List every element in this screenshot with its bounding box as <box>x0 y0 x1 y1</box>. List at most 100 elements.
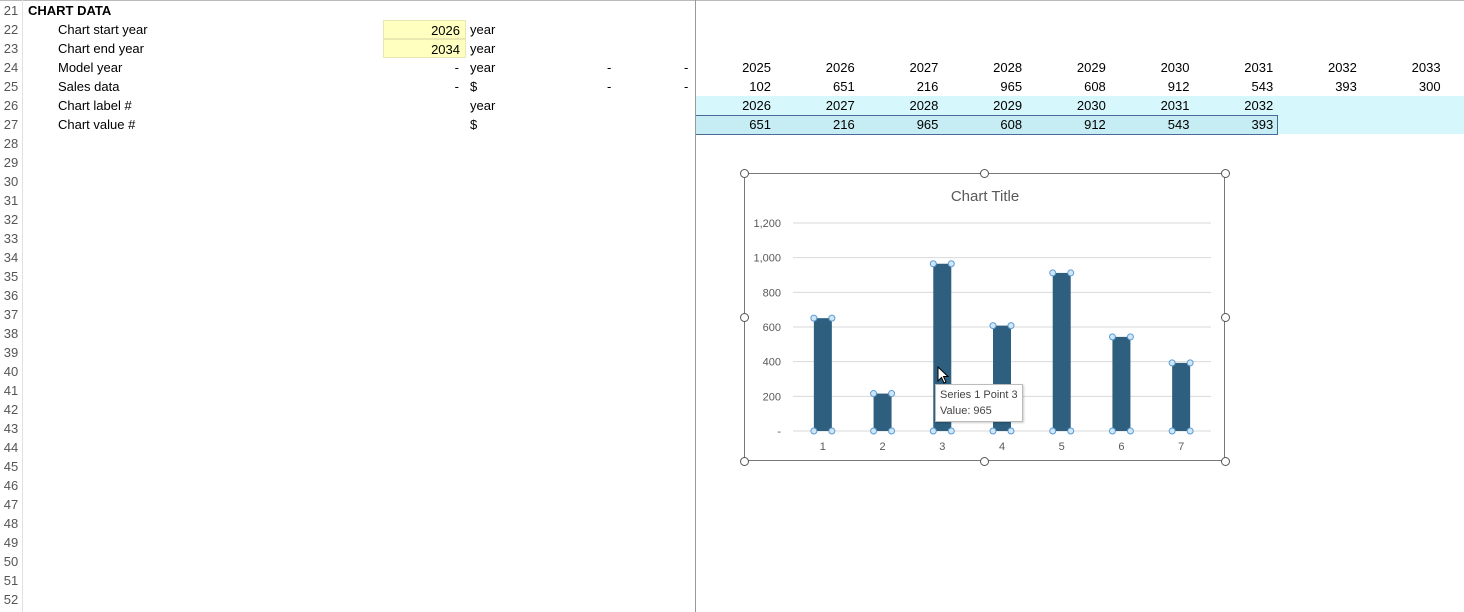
bar-selection-handle[interactable] <box>870 390 878 398</box>
chart-label-cell[interactable]: 2032 <box>1244 98 1274 113</box>
sales-cell[interactable]: 216 <box>916 79 939 94</box>
model-year-cell[interactable]: 2029 <box>1076 60 1106 75</box>
end-year-input[interactable]: 2034 <box>383 39 466 58</box>
chart-title[interactable]: Chart Title <box>951 188 1019 205</box>
bar-selection-handle[interactable] <box>1126 427 1134 435</box>
row-header[interactable]: 21 <box>0 1 22 20</box>
bar-selection-handle[interactable] <box>810 314 818 322</box>
bar-selection-handle[interactable] <box>1168 427 1176 435</box>
model-year-dash[interactable]: - <box>454 60 459 75</box>
row-header[interactable]: 42 <box>0 400 22 419</box>
bar-selection-handle[interactable] <box>828 427 836 435</box>
bar-selection-handle[interactable] <box>929 427 937 435</box>
sales-cell[interactable]: 965 <box>1000 79 1023 94</box>
chart-value-cell[interactable]: 543 <box>1167 117 1190 132</box>
bar[interactable] <box>813 318 832 431</box>
sales-cell[interactable]: 300 <box>1418 79 1441 94</box>
bar-selection-handle[interactable] <box>1108 333 1116 341</box>
row-header[interactable]: 36 <box>0 286 22 305</box>
model-year-cell[interactable]: 2026 <box>825 60 855 75</box>
bar-selection-handle[interactable] <box>888 390 896 398</box>
chart-resize-handle[interactable] <box>739 168 749 178</box>
row-header[interactable]: 32 <box>0 210 22 229</box>
sales-cell[interactable]: 912 <box>1167 79 1190 94</box>
start-year-input[interactable]: 2026 <box>383 20 466 39</box>
bar[interactable] <box>873 393 892 431</box>
model-year-cell[interactable]: 2027 <box>909 60 939 75</box>
bar[interactable] <box>1052 272 1071 431</box>
bar-selection-handle[interactable] <box>1007 322 1015 330</box>
bar-selection-handle[interactable] <box>947 260 955 268</box>
row-header[interactable]: 30 <box>0 172 22 191</box>
row-header[interactable]: 40 <box>0 362 22 381</box>
bar-selection-handle[interactable] <box>870 427 878 435</box>
row-header[interactable]: 25 <box>0 77 22 96</box>
row-header[interactable]: 24 <box>0 58 22 77</box>
row-header[interactable]: 23 <box>0 39 22 58</box>
row-header[interactable]: 31 <box>0 191 22 210</box>
row-header[interactable]: 48 <box>0 514 22 533</box>
chart-label-cell[interactable]: 2030 <box>1076 98 1106 113</box>
row-header[interactable]: 46 <box>0 476 22 495</box>
chart-resize-handle[interactable] <box>979 456 989 466</box>
chart-resize-handle[interactable] <box>739 312 749 322</box>
bar-selection-handle[interactable] <box>1108 427 1116 435</box>
bar-selection-handle[interactable] <box>989 427 997 435</box>
chart-label-cell[interactable]: 2031 <box>1160 98 1190 113</box>
chart-value-cell[interactable]: 393 <box>1251 117 1274 132</box>
chart-label-cell[interactable]: 2028 <box>909 98 939 113</box>
sales-data-dash[interactable]: - <box>607 79 612 94</box>
row-header[interactable]: 38 <box>0 324 22 343</box>
bar-selection-handle[interactable] <box>989 322 997 330</box>
bar-selection-handle[interactable] <box>1186 427 1194 435</box>
model-year-cell[interactable]: 2028 <box>993 60 1023 75</box>
bar-selection-handle[interactable] <box>1067 269 1075 277</box>
row-header[interactable]: 27 <box>0 115 22 134</box>
row-header[interactable]: 51 <box>0 571 22 590</box>
row-header[interactable]: 43 <box>0 419 22 438</box>
sales-cell[interactable]: 543 <box>1251 79 1274 94</box>
bar[interactable] <box>1172 362 1191 431</box>
bar-selection-handle[interactable] <box>1186 359 1194 367</box>
chart-value-cell[interactable]: 651 <box>749 117 771 132</box>
sales-cell[interactable]: 651 <box>832 79 855 94</box>
model-year-dash[interactable]: - <box>607 60 612 75</box>
row-header[interactable]: 41 <box>0 381 22 400</box>
sales-cell[interactable]: 102 <box>749 79 771 94</box>
chart-resize-handle[interactable] <box>1220 456 1230 466</box>
chart-label-cell[interactable]: 2029 <box>993 98 1023 113</box>
bar-selection-handle[interactable] <box>1007 427 1015 435</box>
model-year-dash[interactable]: - <box>684 60 689 75</box>
model-year-cell[interactable]: 2032 <box>1327 60 1357 75</box>
freeze-pane-divider[interactable] <box>695 0 696 612</box>
row-header[interactable]: 50 <box>0 552 22 571</box>
row-header[interactable]: 26 <box>0 96 22 115</box>
chart-resize-handle[interactable] <box>979 168 989 178</box>
sales-data-dash[interactable]: - <box>684 79 689 94</box>
model-year-cell[interactable]: 2030 <box>1160 60 1190 75</box>
bar[interactable] <box>1112 336 1131 431</box>
bar-selection-handle[interactable] <box>929 260 937 268</box>
bar-selection-handle[interactable] <box>1067 427 1075 435</box>
row-header[interactable]: 35 <box>0 267 22 286</box>
row-header[interactable]: 33 <box>0 229 22 248</box>
chart-value-cell[interactable]: 912 <box>1084 117 1106 132</box>
sales-cell[interactable]: 393 <box>1335 79 1357 94</box>
chart-value-cell[interactable]: 965 <box>916 117 939 132</box>
row-header[interactable]: 52 <box>0 590 22 609</box>
sales-data-dash[interactable]: - <box>454 79 459 94</box>
bar-selection-handle[interactable] <box>1126 333 1134 341</box>
bar-selection-handle[interactable] <box>888 427 896 435</box>
row-header[interactable]: 49 <box>0 533 22 552</box>
chart-value-cell[interactable]: 608 <box>1000 117 1023 132</box>
bar-selection-handle[interactable] <box>810 427 818 435</box>
row-header[interactable]: 28 <box>0 134 22 153</box>
chart-resize-handle[interactable] <box>1220 312 1230 322</box>
bar-selection-handle[interactable] <box>1049 427 1057 435</box>
row-header[interactable]: 45 <box>0 457 22 476</box>
row-header[interactable]: 34 <box>0 248 22 267</box>
model-year-cell[interactable]: 2025 <box>742 60 771 75</box>
bar-selection-handle[interactable] <box>1168 359 1176 367</box>
chart-label-cell[interactable]: 2026 <box>742 98 771 113</box>
chart-label-cell[interactable]: 2027 <box>825 98 855 113</box>
